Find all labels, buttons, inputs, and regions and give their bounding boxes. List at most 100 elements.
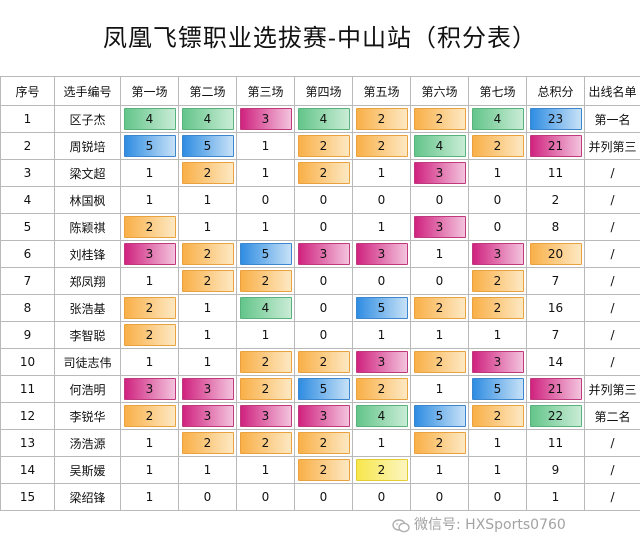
page-title: 凤凰飞镖职业选拔赛-中山站（积分表） <box>102 24 538 52</box>
table-row: 5 陈颖祺 2 1 1 0 1 3 0 8 / <box>0 213 640 241</box>
qualified-result: / <box>584 294 640 322</box>
round-3-cell: 1 <box>236 213 295 241</box>
score-value: 3 <box>123 378 176 400</box>
round-2-cell: 2 <box>178 429 237 457</box>
table-row: 6 刘桂锋 3 2 5 3 3 1 3 20/ <box>0 240 640 268</box>
player-name: 周锐培 <box>54 132 121 160</box>
score-value: 3 <box>239 108 292 130</box>
total-cell: 7 <box>526 267 585 295</box>
round-6-cell: 3 <box>410 213 469 241</box>
score-value: 1 <box>435 328 444 342</box>
round-4-cell: 0 <box>294 186 353 214</box>
qualified-result: / <box>584 348 640 376</box>
round-3-cell: 2 <box>236 267 295 295</box>
round-5-cell: 0 <box>352 267 411 295</box>
round-2-cell: 1 <box>178 348 237 376</box>
row-index: 6 <box>0 240 55 268</box>
score-value: 3 <box>297 243 350 265</box>
round-5-cell: 4 <box>352 402 411 430</box>
round-1-cell: 2 <box>120 321 179 349</box>
round-6-cell: 1 <box>410 321 469 349</box>
score-value: 3 <box>471 351 524 373</box>
round-7-cell: 0 <box>468 213 527 241</box>
player-name: 陈颖祺 <box>54 213 121 241</box>
round-3-cell: 2 <box>236 348 295 376</box>
score-value: 1 <box>261 139 270 153</box>
player-name: 林国枫 <box>54 186 121 214</box>
qualified-result: / <box>584 321 640 349</box>
round-6-cell: 4 <box>410 132 469 160</box>
total-cell: 23 <box>526 105 585 133</box>
score-value: 2 <box>471 270 524 292</box>
total-score: 7 <box>551 328 560 342</box>
watermark: 微信号: HXSports0760 <box>392 514 632 536</box>
score-value: 4 <box>355 405 408 427</box>
row-index: 5 <box>0 213 55 241</box>
row-index: 14 <box>0 456 55 484</box>
score-value: 0 <box>435 193 444 207</box>
score-value: 2 <box>239 432 292 454</box>
score-value: 2 <box>355 108 408 130</box>
table-row: 3 梁文超 1 2 1 2 1 3 1 11/ <box>0 159 640 187</box>
round-1-cell: 1 <box>120 159 179 187</box>
round-1-cell: 1 <box>120 348 179 376</box>
round-5-cell: 5 <box>352 294 411 322</box>
round-2-cell: 1 <box>178 186 237 214</box>
total-score: 21 <box>529 135 582 157</box>
score-value: 5 <box>181 135 234 157</box>
total-score: 8 <box>551 220 560 234</box>
qualified-result: 第二名 <box>584 402 640 430</box>
score-value: 0 <box>319 490 328 504</box>
round-6-cell: 1 <box>410 240 469 268</box>
round-4-cell: 4 <box>294 105 353 133</box>
player-name: 吴斯媛 <box>54 456 121 484</box>
round-5-cell: 1 <box>352 213 411 241</box>
player-name: 郑凤翔 <box>54 267 121 295</box>
score-value: 1 <box>261 463 270 477</box>
player-name: 区子杰 <box>54 105 121 133</box>
score-value: 0 <box>319 301 328 315</box>
score-value: 1 <box>377 166 386 180</box>
score-value: 3 <box>181 378 234 400</box>
score-value: 2 <box>413 351 466 373</box>
score-value: 0 <box>261 490 270 504</box>
round-7-cell: 2 <box>468 294 527 322</box>
round-4-cell: 2 <box>294 348 353 376</box>
score-value: 2 <box>471 297 524 319</box>
table-body: 1 区子杰 4 4 3 4 2 2 4 23 第一名 2 周锐培 5 5 1 2 2 4 2 21 并列第三 3 梁文超 1 2 1… <box>0 105 640 511</box>
player-name: 李锐华 <box>54 402 121 430</box>
score-value: 1 <box>493 328 502 342</box>
score-value: 2 <box>297 351 350 373</box>
round-3-cell: 0 <box>236 186 295 214</box>
round-2-cell: 2 <box>178 159 237 187</box>
table-row: 4 林国枫 1 1 0 0 0 0 0 2 / <box>0 186 640 214</box>
score-value: 4 <box>123 108 176 130</box>
total-score: 7 <box>551 274 560 288</box>
row-index: 4 <box>0 186 55 214</box>
total-cell: 20 <box>526 240 585 268</box>
round-6-cell: 5 <box>410 402 469 430</box>
round-5-cell: 0 <box>352 483 411 511</box>
round-7-cell: 5 <box>468 375 527 403</box>
score-value: 0 <box>319 220 328 234</box>
total-cell: 16 <box>526 294 585 322</box>
total-score: 21 <box>529 378 582 400</box>
score-value: 0 <box>493 490 502 504</box>
score-value: 3 <box>355 351 408 373</box>
score-value: 1 <box>493 166 502 180</box>
score-value: 0 <box>435 490 444 504</box>
round-5-cell: 1 <box>352 321 411 349</box>
round-7-cell: 0 <box>468 186 527 214</box>
row-index: 2 <box>0 132 55 160</box>
round-2-cell: 2 <box>178 267 237 295</box>
score-value: 1 <box>203 301 212 315</box>
score-value: 1 <box>203 463 212 477</box>
round-3-cell: 2 <box>236 375 295 403</box>
round-1-cell: 4 <box>120 105 179 133</box>
score-value: 0 <box>203 490 212 504</box>
table-row: 13 汤浩源 1 2 2 2 1 2 1 11/ <box>0 429 640 457</box>
score-value: 2 <box>239 270 292 292</box>
row-index: 7 <box>0 267 55 295</box>
table-row: 12 李锐华 2 3 3 3 4 5 2 22 第二名 <box>0 402 640 430</box>
score-value: 1 <box>145 490 154 504</box>
